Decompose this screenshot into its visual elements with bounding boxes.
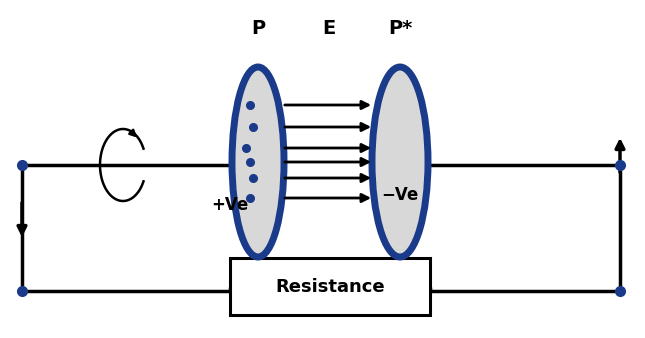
- Text: +Ve: +Ve: [212, 196, 248, 214]
- Text: P: P: [251, 19, 265, 38]
- Bar: [230, 258, 430, 315]
- Ellipse shape: [232, 67, 284, 257]
- Text: P*: P*: [388, 19, 412, 38]
- Text: −Ve: −Ve: [381, 186, 419, 204]
- Text: Resistance: Resistance: [275, 277, 385, 295]
- Text: E: E: [322, 19, 335, 38]
- Ellipse shape: [372, 67, 428, 257]
